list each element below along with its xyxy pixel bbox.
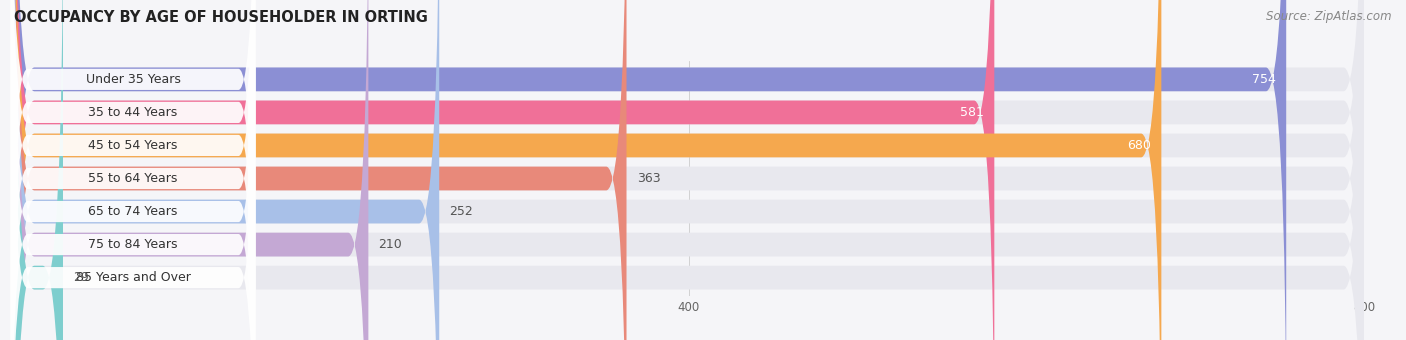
FancyBboxPatch shape xyxy=(11,0,256,340)
Text: 363: 363 xyxy=(637,172,661,185)
FancyBboxPatch shape xyxy=(14,0,439,340)
FancyBboxPatch shape xyxy=(11,0,256,340)
Text: 581: 581 xyxy=(960,106,984,119)
Text: 680: 680 xyxy=(1128,139,1152,152)
FancyBboxPatch shape xyxy=(14,0,1364,340)
FancyBboxPatch shape xyxy=(14,0,1364,340)
FancyBboxPatch shape xyxy=(14,0,63,340)
Text: Source: ZipAtlas.com: Source: ZipAtlas.com xyxy=(1267,10,1392,23)
FancyBboxPatch shape xyxy=(14,0,1286,340)
FancyBboxPatch shape xyxy=(14,0,1364,340)
FancyBboxPatch shape xyxy=(11,0,256,340)
FancyBboxPatch shape xyxy=(14,0,368,340)
Text: 29: 29 xyxy=(73,271,89,284)
Text: Under 35 Years: Under 35 Years xyxy=(86,73,180,86)
FancyBboxPatch shape xyxy=(11,0,256,340)
FancyBboxPatch shape xyxy=(14,0,994,340)
FancyBboxPatch shape xyxy=(14,0,1364,340)
FancyBboxPatch shape xyxy=(14,0,1364,340)
Text: 85 Years and Over: 85 Years and Over xyxy=(76,271,190,284)
Text: OCCUPANCY BY AGE OF HOUSEHOLDER IN ORTING: OCCUPANCY BY AGE OF HOUSEHOLDER IN ORTIN… xyxy=(14,10,427,25)
FancyBboxPatch shape xyxy=(11,0,256,340)
Text: 35 to 44 Years: 35 to 44 Years xyxy=(89,106,177,119)
Text: 252: 252 xyxy=(450,205,472,218)
Text: 55 to 64 Years: 55 to 64 Years xyxy=(89,172,177,185)
FancyBboxPatch shape xyxy=(14,0,1161,340)
FancyBboxPatch shape xyxy=(14,0,627,340)
Text: 65 to 74 Years: 65 to 74 Years xyxy=(89,205,177,218)
Text: 45 to 54 Years: 45 to 54 Years xyxy=(89,139,177,152)
Text: 75 to 84 Years: 75 to 84 Years xyxy=(89,238,177,251)
FancyBboxPatch shape xyxy=(14,0,1364,340)
Text: 754: 754 xyxy=(1253,73,1277,86)
FancyBboxPatch shape xyxy=(11,0,256,340)
FancyBboxPatch shape xyxy=(14,0,1364,340)
FancyBboxPatch shape xyxy=(11,0,256,340)
Text: 210: 210 xyxy=(378,238,402,251)
